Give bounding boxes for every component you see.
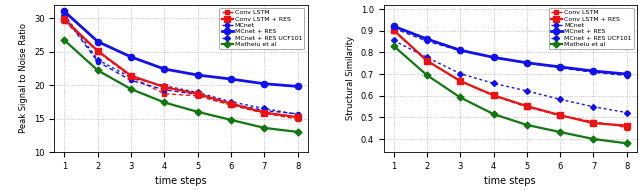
X-axis label: time steps: time steps <box>484 176 536 186</box>
Legend: Conv LSTM, Conv LSTM + RES, MCnet, MCnet + RES, MCnet + RES UCF101, Matheiu et a: Conv LSTM, Conv LSTM + RES, MCnet, MCnet… <box>220 8 305 49</box>
X-axis label: time steps: time steps <box>155 176 207 186</box>
Y-axis label: Peak Signal to Noise Ratio: Peak Signal to Noise Ratio <box>19 23 29 133</box>
Y-axis label: Structural Similarity: Structural Similarity <box>346 36 355 120</box>
Legend: Conv LSTM, Conv LSTM + RES, MCnet, MCnet + RES, MCnet + RES UCF101, Matheiu et a: Conv LSTM, Conv LSTM + RES, MCnet, MCnet… <box>548 8 634 49</box>
